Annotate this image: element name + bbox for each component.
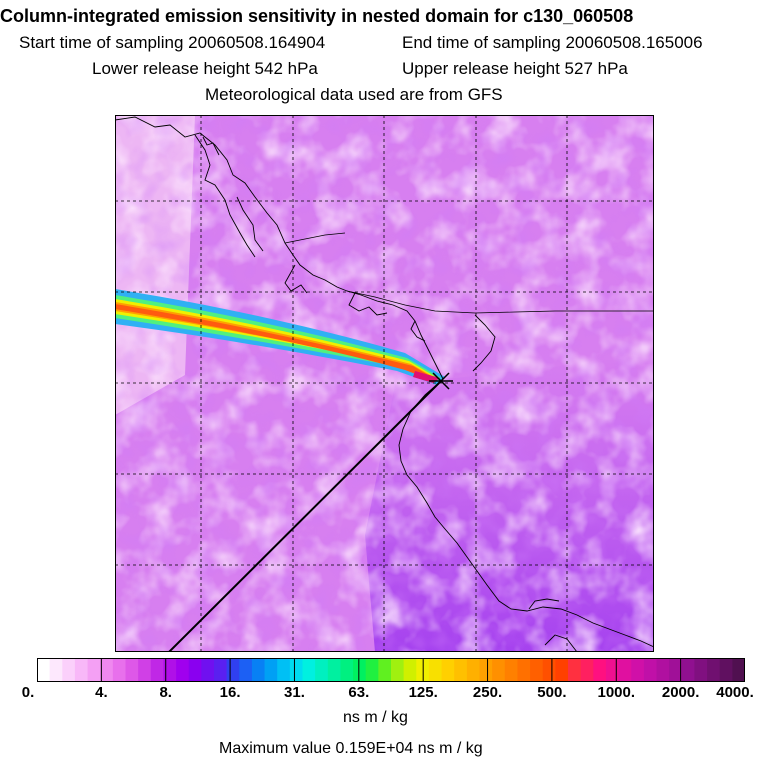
- colorbar-tick-label: 2000.: [661, 684, 700, 701]
- colorbar-cell: [100, 658, 114, 682]
- colorbar-tick-label: 63.: [348, 684, 370, 701]
- colorbar-tick-label: 8.: [159, 684, 172, 701]
- colorbar-cell: [441, 658, 455, 682]
- colorbar-cell: [74, 658, 88, 682]
- colorbar-cell: [138, 658, 152, 682]
- colorbar-cell: [289, 658, 303, 682]
- colorbar-cell: [378, 658, 392, 682]
- texture-dark: [115, 115, 654, 652]
- coastlines: [115, 116, 654, 652]
- colorbar-cell: [226, 658, 240, 682]
- colorbar-cell: [580, 658, 594, 682]
- colorbar-cell: [656, 658, 670, 682]
- colorbar-cell: [150, 658, 164, 682]
- colorbar-cell: [466, 658, 480, 682]
- colorbar-cell: [214, 658, 228, 682]
- colorbar-cell: [669, 658, 683, 682]
- colorbar-cell: [681, 658, 695, 682]
- upper-height-label: Upper release height 527 hPa: [402, 59, 628, 78]
- met-data-label: Meteorological data used are from GFS: [205, 85, 503, 104]
- colorbar-cell: [568, 658, 582, 682]
- colorbar-frame: [37, 658, 745, 682]
- colorbar-unit-label: ns m / kg: [343, 709, 408, 726]
- colorbar-cell: [264, 658, 278, 682]
- map-frame: [115, 115, 654, 652]
- colorbar-cell: [327, 658, 341, 682]
- map-title: Column-integrated emission sensitivity i…: [0, 6, 634, 26]
- colorbar-cell: [49, 658, 63, 682]
- colorbar-cell: [530, 658, 544, 682]
- colorbar-tick-label: 4.: [95, 684, 108, 701]
- map-canvas: [115, 115, 654, 652]
- colorbar-tick-label: 250.: [472, 684, 503, 701]
- colorbar-cell: [719, 658, 733, 682]
- colorbar-cell: [555, 658, 569, 682]
- colorbar-tick-label: 125.: [408, 684, 438, 701]
- colorbar-tick-label: 0.: [21, 684, 35, 701]
- colorbar-cell: [605, 658, 619, 682]
- colorbar-cell: [176, 658, 190, 682]
- colorbar-cell: [593, 658, 607, 682]
- colorbar-cell: [618, 658, 632, 682]
- colorbar-tick-label: 4000.: [716, 684, 754, 701]
- colorbar-cell: [403, 658, 417, 682]
- colorbar-cell: [428, 658, 442, 682]
- borders: [284, 232, 654, 314]
- colorbar-cell: [454, 658, 468, 682]
- colorbar-tick-label: 16.: [219, 684, 241, 701]
- colorbar-cell: [239, 658, 253, 682]
- sensitivity-map: [115, 115, 654, 652]
- colorbar-cell: [163, 658, 177, 682]
- start-time-label: Start time of sampling 20060508.164904: [19, 33, 326, 52]
- colorbar-cell: [391, 658, 405, 682]
- colorbar-cell: [112, 658, 126, 682]
- colorbar-cell: [37, 658, 51, 682]
- x-marker: [429, 372, 453, 390]
- colorbar-cell: [542, 658, 556, 682]
- colorbar-tick-label: 31.: [284, 684, 305, 701]
- colorbar-cell: [315, 658, 329, 682]
- colorbar-cell: [504, 658, 518, 682]
- colorbar-cell: [517, 658, 531, 682]
- colorbar-tick-label: 500.: [537, 684, 567, 701]
- colorbar-cell: [492, 658, 506, 682]
- colorbar-cell: [302, 658, 316, 682]
- colorbar-cell: [643, 658, 657, 682]
- colorbar-cell: [277, 658, 291, 682]
- colorbar-cell: [694, 658, 708, 682]
- colorbar-cell: [707, 658, 721, 682]
- colorbar-cell: [87, 658, 101, 682]
- colorbar-cell: [125, 658, 139, 682]
- flight-track-line: [168, 380, 442, 652]
- colorbar-cell: [201, 658, 215, 682]
- plume-band: [115, 289, 445, 385]
- colorbar-cell: [732, 658, 745, 682]
- max-value-label: Maximum value 0.159E+04 ns m / kg: [219, 740, 483, 757]
- colorbar-cell: [251, 658, 265, 682]
- colorbar-cell: [353, 658, 367, 682]
- colorbar: [37, 658, 745, 682]
- lower-height-label: Lower release height 542 hPa: [92, 59, 318, 78]
- colorbar-cell: [479, 658, 493, 682]
- colorbar-cell: [340, 658, 354, 682]
- colorbar-tick-label: 1000.: [597, 684, 636, 701]
- colorbar-cell: [365, 658, 379, 682]
- colorbar-cell: [188, 658, 202, 682]
- colorbar-cell: [631, 658, 645, 682]
- colorbar-cell: [62, 658, 76, 682]
- end-time-label: End time of sampling 20060508.165006: [402, 33, 703, 52]
